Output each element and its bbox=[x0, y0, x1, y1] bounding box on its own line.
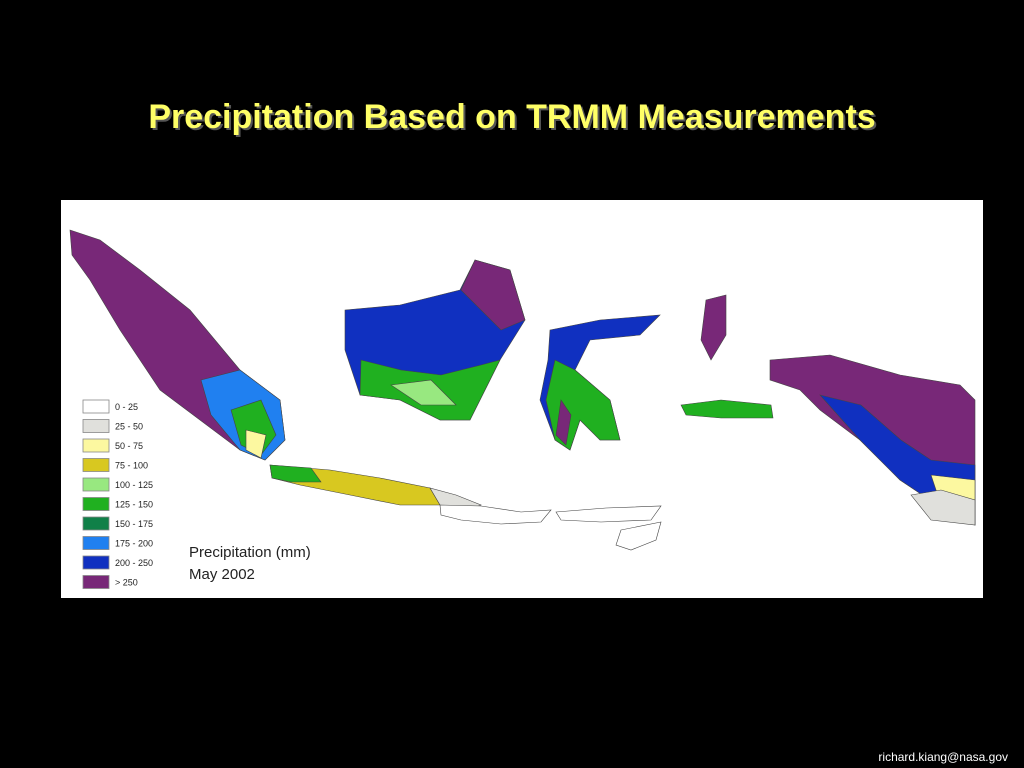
legend-swatch bbox=[82, 536, 110, 550]
legend-label: 75 - 100 bbox=[115, 461, 148, 471]
caption-line2: May 2002 bbox=[189, 566, 255, 583]
map: 0 - 25 25 - 50 50 - 75 75 - 100 100 - 125 125… bbox=[61, 200, 983, 598]
legend-label: 200 - 250 bbox=[115, 558, 153, 568]
legend-label: 25 - 50 bbox=[115, 422, 143, 432]
legend-swatch bbox=[82, 555, 110, 570]
footer: richard.kiang@nasa.gov bbox=[878, 750, 1008, 764]
slide-title: Precipitation Based on TRMM Measurements bbox=[148, 98, 876, 136]
legend-swatch bbox=[82, 458, 110, 472]
legend-label: 50 - 75 bbox=[115, 441, 143, 451]
legend-label: 0 - 25 bbox=[115, 402, 138, 412]
legend-swatch bbox=[82, 575, 110, 589]
islands bbox=[69, 229, 976, 551]
legend-label: 100 - 125 bbox=[115, 480, 153, 490]
legend-swatch bbox=[82, 477, 110, 492]
legend-label: 125 - 150 bbox=[115, 500, 153, 510]
legend-swatch bbox=[82, 516, 110, 531]
legend-swatch bbox=[82, 497, 110, 511]
legend-label: > 250 bbox=[115, 578, 138, 588]
legend-label: 175 - 200 bbox=[115, 539, 153, 549]
legend-swatch bbox=[82, 438, 110, 453]
legend-swatch bbox=[82, 399, 110, 414]
caption-line1: Precipitation (mm) bbox=[189, 544, 311, 561]
legend: 0 - 25 25 - 50 50 - 75 75 - 100 100 - 125 125… bbox=[82, 399, 153, 589]
legend-label: 150 - 175 bbox=[115, 519, 153, 529]
legend-swatch bbox=[82, 419, 110, 433]
